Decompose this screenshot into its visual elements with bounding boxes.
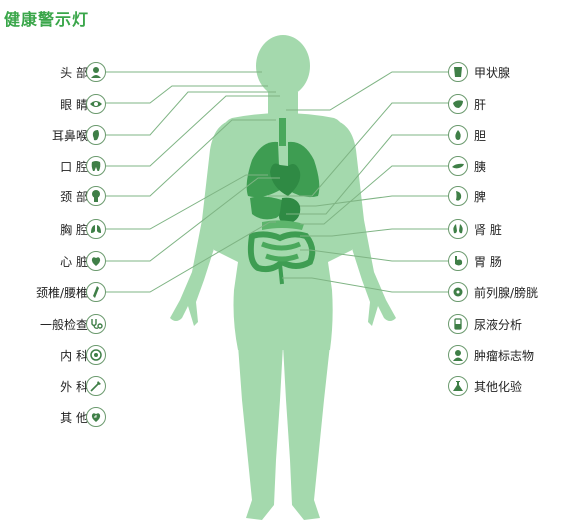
stethoscope-icon[interactable] <box>86 314 106 334</box>
ear-icon[interactable] <box>86 125 106 145</box>
right-label-3[interactable]: 胰 <box>474 160 487 174</box>
left-label-4[interactable]: 颈 部 <box>60 190 88 204</box>
right-label-1[interactable]: 肝 <box>474 98 487 112</box>
right-label-4[interactable]: 脾 <box>474 190 487 204</box>
page-title: 健康警示灯 <box>4 10 90 29</box>
spleen-icon[interactable] <box>448 186 468 206</box>
tooth-icon[interactable] <box>86 156 106 176</box>
gallbladder-icon[interactable] <box>448 125 468 145</box>
prostate-icon[interactable] <box>448 282 468 302</box>
liver-icon[interactable] <box>448 94 468 114</box>
intestines <box>247 231 316 273</box>
stomach <box>279 197 301 224</box>
left-lung <box>246 141 280 198</box>
spine-icon[interactable] <box>86 282 106 302</box>
neck-icon[interactable] <box>86 186 106 206</box>
lungs-icon[interactable] <box>86 219 106 239</box>
surgery-icon[interactable] <box>86 376 106 396</box>
left-label-9[interactable]: 内 科 <box>60 349 88 363</box>
right-label-6[interactable]: 胃 肠 <box>474 255 502 269</box>
right-label-8[interactable]: 尿液分析 <box>474 318 523 332</box>
liver <box>250 196 284 220</box>
left-label-7[interactable]: 颈椎/腰椎 <box>35 286 88 300</box>
left-label-1[interactable]: 眼 睛 <box>60 98 88 112</box>
stomach-icon[interactable] <box>448 251 468 271</box>
left-label-5[interactable]: 胸 腔 <box>60 223 88 237</box>
other-icon[interactable] <box>86 407 106 427</box>
thyroid-icon[interactable] <box>448 62 468 82</box>
left-label-11[interactable]: 其 他 <box>60 411 88 425</box>
pancreas-icon[interactable] <box>448 156 468 176</box>
right-label-9[interactable]: 肿瘤标志物 <box>474 349 535 363</box>
tumor-marker-icon[interactable] <box>448 345 468 365</box>
left-label-0[interactable]: 头 部 <box>60 66 88 80</box>
internal-medicine-icon[interactable] <box>86 345 106 365</box>
left-label-6[interactable]: 心 脏 <box>60 255 88 269</box>
connector-lines <box>106 71 452 293</box>
right-label-0[interactable]: 甲状腺 <box>474 66 511 80</box>
lab-flask-icon[interactable] <box>448 376 468 396</box>
kidney-icon[interactable] <box>448 219 468 239</box>
human-body-silhouette <box>170 35 396 520</box>
left-label-2[interactable]: 耳鼻喉 <box>51 129 88 143</box>
eye-icon[interactable] <box>86 94 106 114</box>
right-label-7[interactable]: 前列腺/膀胱 <box>474 286 539 300</box>
head-icon[interactable] <box>86 62 106 82</box>
left-label-3[interactable]: 口 腔 <box>60 160 88 174</box>
right-label-5[interactable]: 肾 脏 <box>474 223 502 237</box>
left-label-10[interactable]: 外 科 <box>60 380 88 394</box>
right-label-10[interactable]: 其他化验 <box>474 380 523 394</box>
heart-icon[interactable] <box>86 251 106 271</box>
organs <box>246 118 320 285</box>
urine-test-icon[interactable] <box>448 314 468 334</box>
left-label-8[interactable]: 一般检查 <box>39 318 88 332</box>
heart <box>270 163 301 196</box>
right-label-2[interactable]: 胆 <box>474 129 487 143</box>
